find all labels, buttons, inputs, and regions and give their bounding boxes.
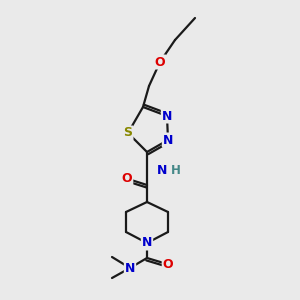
- Text: N: N: [125, 262, 135, 275]
- Text: N: N: [142, 236, 152, 250]
- Text: H: H: [171, 164, 181, 178]
- Text: S: S: [124, 127, 133, 140]
- Text: N: N: [162, 110, 172, 122]
- Text: O: O: [163, 257, 173, 271]
- Text: N: N: [157, 164, 167, 176]
- Text: O: O: [122, 172, 132, 185]
- Text: N: N: [163, 134, 173, 146]
- Text: O: O: [155, 56, 165, 68]
